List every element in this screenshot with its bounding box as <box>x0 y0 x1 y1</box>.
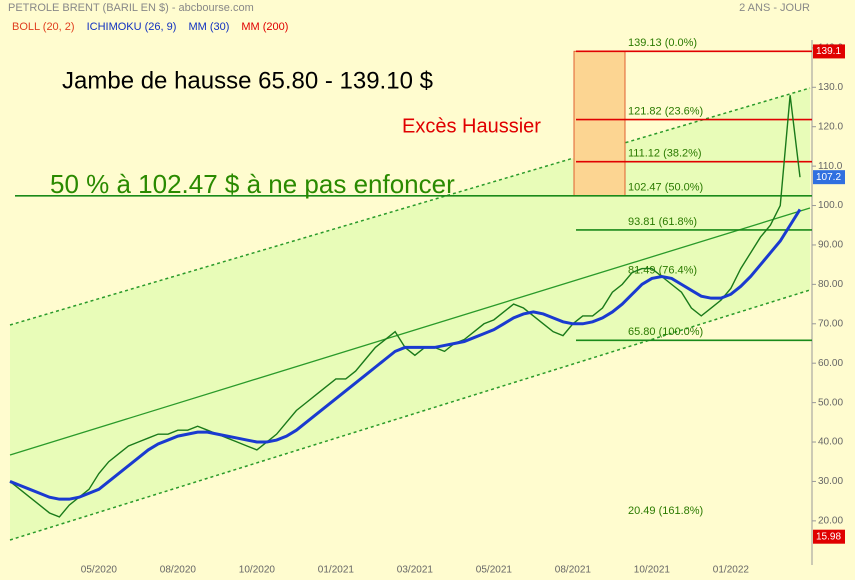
price-tag <box>813 44 845 59</box>
x-tick-label: 08/2020 <box>160 565 197 576</box>
trend-channel <box>10 88 810 540</box>
price-tag <box>813 170 845 185</box>
x-tick-label: 05/2021 <box>476 565 513 576</box>
fib-label: 93.81 (61.8%) <box>628 216 697 228</box>
channel-lower <box>9 289 811 541</box>
x-tick-label: 05/2020 <box>81 565 118 576</box>
y-tick-label: 70.00 <box>818 318 843 329</box>
fib-label: 65.80 (100.0%) <box>628 326 703 338</box>
channel-middle <box>9 207 811 456</box>
x-tick-label: 10/2021 <box>634 565 671 576</box>
fib-label: 102.47 (50.0%) <box>628 182 703 194</box>
y-tick-label: 110.0 <box>818 161 843 172</box>
y-tick-label: 100.0 <box>818 200 843 211</box>
price-tag-label: 15.98 <box>816 531 841 542</box>
y-tick-label: 40.00 <box>818 437 843 448</box>
period: 2 ANS - JOUR <box>739 2 810 14</box>
y-tick-label: 90.00 <box>818 240 843 251</box>
y-tick-label: 80.00 <box>818 279 843 290</box>
fib-label: 121.82 (23.6%) <box>628 105 703 117</box>
x-tick-label: 01/2022 <box>713 565 750 576</box>
fib-label: 111.12 (38.2%) <box>628 148 702 160</box>
y-tick-label: 130.0 <box>818 82 843 93</box>
y-tick-label: 50.00 <box>818 397 843 408</box>
annotation: 50 % à 102.47 $ à ne pas enfoncer <box>50 169 455 199</box>
x-tick-label: 01/2021 <box>318 565 355 576</box>
x-tick-label: 10/2020 <box>239 565 276 576</box>
fib-label: 81.49 (76.4%) <box>628 264 697 276</box>
annotation: Excès Haussier <box>402 115 541 137</box>
channel-upper <box>9 87 811 326</box>
indicator-legend: MM (200) <box>241 21 288 33</box>
moving-average <box>9 208 802 501</box>
y-tick-label: 30.00 <box>818 476 843 487</box>
price-tag <box>813 529 845 544</box>
y-tick-label: 20.00 <box>818 515 843 526</box>
y-tick-label: 60.00 <box>818 358 843 369</box>
indicator-legend: MM (30) <box>188 21 229 33</box>
x-tick-label: 03/2021 <box>397 565 434 576</box>
fib-label: 20.49 (161.8%) <box>628 505 703 517</box>
y-tick-label: 120.0 <box>818 121 843 132</box>
price-tag-label: 139.1 <box>816 46 841 57</box>
indicator-legend: BOLL (20, 2) <box>12 21 75 33</box>
annotation: Jambe de hausse 65.80 - 139.10 $ <box>62 67 433 94</box>
chart-title: PETROLE BRENT (BARIL EN $) - abcbourse.c… <box>8 2 254 14</box>
retracement-box <box>573 50 626 197</box>
indicator-legend: ICHIMOKU (26, 9) <box>87 21 177 33</box>
fib-label: 139.13 (0.0%) <box>628 37 697 49</box>
x-tick-label: 08/2021 <box>555 565 592 576</box>
price-tag-label: 107.2 <box>816 172 841 183</box>
